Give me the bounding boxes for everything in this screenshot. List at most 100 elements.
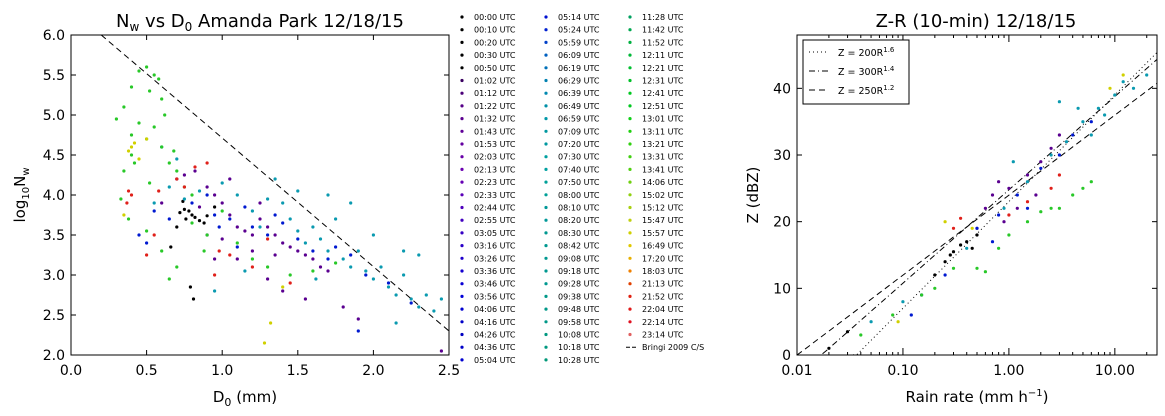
legend-entry-label: 06:19 UTC [558, 64, 600, 73]
legend-entry-label: 06:09 UTC [558, 51, 600, 60]
legend-marker [544, 91, 548, 95]
data-point [326, 249, 330, 253]
legend-marker [628, 40, 632, 45]
data-point [891, 313, 895, 317]
legend-marker [628, 129, 632, 133]
data-point [145, 65, 149, 69]
data-point [243, 229, 247, 233]
data-point [990, 240, 995, 244]
legend-marker [460, 117, 464, 121]
data-point [1057, 133, 1061, 137]
legend-marker [460, 129, 464, 133]
x-tick-label: 0.0 [60, 363, 82, 379]
data-point [152, 233, 156, 237]
data-point [311, 249, 315, 253]
legend-marker [544, 66, 548, 70]
legend-marker [460, 205, 464, 210]
legend-marker [460, 282, 464, 286]
data-point [281, 285, 285, 289]
legend-marker [544, 244, 548, 248]
legend-marker [544, 282, 548, 286]
data-point [1076, 106, 1080, 110]
legend-marker [544, 294, 548, 298]
legend-marker [460, 180, 464, 184]
data-point [1025, 220, 1030, 224]
data-point [157, 77, 161, 81]
data-point [303, 241, 307, 245]
legend-marker [544, 142, 548, 146]
legend-entry-label: 00:00 UTC [474, 13, 516, 22]
legend-marker [628, 320, 632, 324]
data-point [122, 105, 126, 109]
data-point [235, 257, 239, 261]
data-point [172, 149, 176, 153]
data-point [371, 233, 375, 237]
data-point [326, 257, 330, 261]
y-tick-label: 3.0 [43, 268, 65, 284]
legend-entry-label: 17:20 UTC [642, 254, 684, 263]
legend-entry-label: 07:50 UTC [558, 178, 600, 187]
legend-entry-label: 12:21 UTC [642, 64, 684, 73]
data-point [1103, 113, 1107, 117]
zr-relation-curve [797, 59, 1158, 356]
data-point [250, 233, 254, 237]
data-point [202, 221, 206, 225]
data-point [869, 320, 873, 324]
data-point [220, 181, 224, 185]
data-point [262, 341, 267, 345]
data-point [1034, 193, 1038, 197]
data-point [145, 241, 149, 245]
data-point [965, 240, 969, 244]
data-point [126, 189, 131, 193]
data-point [1007, 186, 1011, 190]
data-point [145, 253, 149, 257]
legend-entry-label: 16:49 UTC [642, 242, 684, 251]
legend-entry-label: 01:32 UTC [474, 115, 516, 124]
data-point [197, 189, 202, 193]
x-tick-label: 1.0 [211, 363, 233, 379]
data-point [386, 281, 391, 285]
data-point [933, 273, 937, 277]
data-point [205, 214, 209, 218]
legend-marker [544, 180, 548, 184]
data-point [1089, 133, 1093, 137]
data-point [137, 69, 141, 73]
zr-legend: Z = 200R1.6 Z = 300R1.4 Z = 250R1.2 [802, 39, 910, 105]
data-point [997, 246, 1001, 250]
data-point [1025, 200, 1030, 204]
legend-marker [628, 104, 632, 108]
data-point [160, 201, 164, 205]
legend-entry-label: 06:59 UTC [558, 115, 600, 124]
data-point [409, 297, 413, 301]
legend-entry-label: 07:30 UTC [558, 153, 600, 162]
data-point [145, 229, 149, 233]
data-point [273, 253, 277, 257]
data-point [114, 117, 118, 121]
bringi-reference-line [100, 34, 450, 332]
legend-entry-label: 06:39 UTC [558, 89, 600, 98]
data-point [1089, 180, 1093, 184]
data-point [288, 245, 292, 249]
data-point [1131, 86, 1136, 90]
data-point [152, 125, 156, 129]
data-point [1064, 140, 1069, 144]
data-point [228, 213, 232, 217]
legend-marker [544, 167, 548, 171]
data-point [193, 165, 197, 169]
legend-entry-label: 21:52 UTC [642, 292, 684, 301]
data-point [1015, 206, 1019, 210]
data-point [167, 185, 171, 189]
data-point [175, 169, 179, 173]
legend-entry-label: 12:51 UTC [642, 102, 684, 111]
data-point [235, 241, 239, 245]
data-point [129, 153, 134, 157]
data-point [296, 229, 300, 233]
data-point [394, 293, 398, 297]
data-point [250, 249, 254, 253]
legend-entry-label: 02:23 UTC [474, 178, 516, 187]
data-point [371, 277, 375, 281]
right-scatter-points [827, 73, 1149, 350]
legend-marker [544, 218, 548, 222]
legend-entry-label: 15:57 UTC [642, 229, 684, 238]
legend-marker [628, 142, 632, 146]
